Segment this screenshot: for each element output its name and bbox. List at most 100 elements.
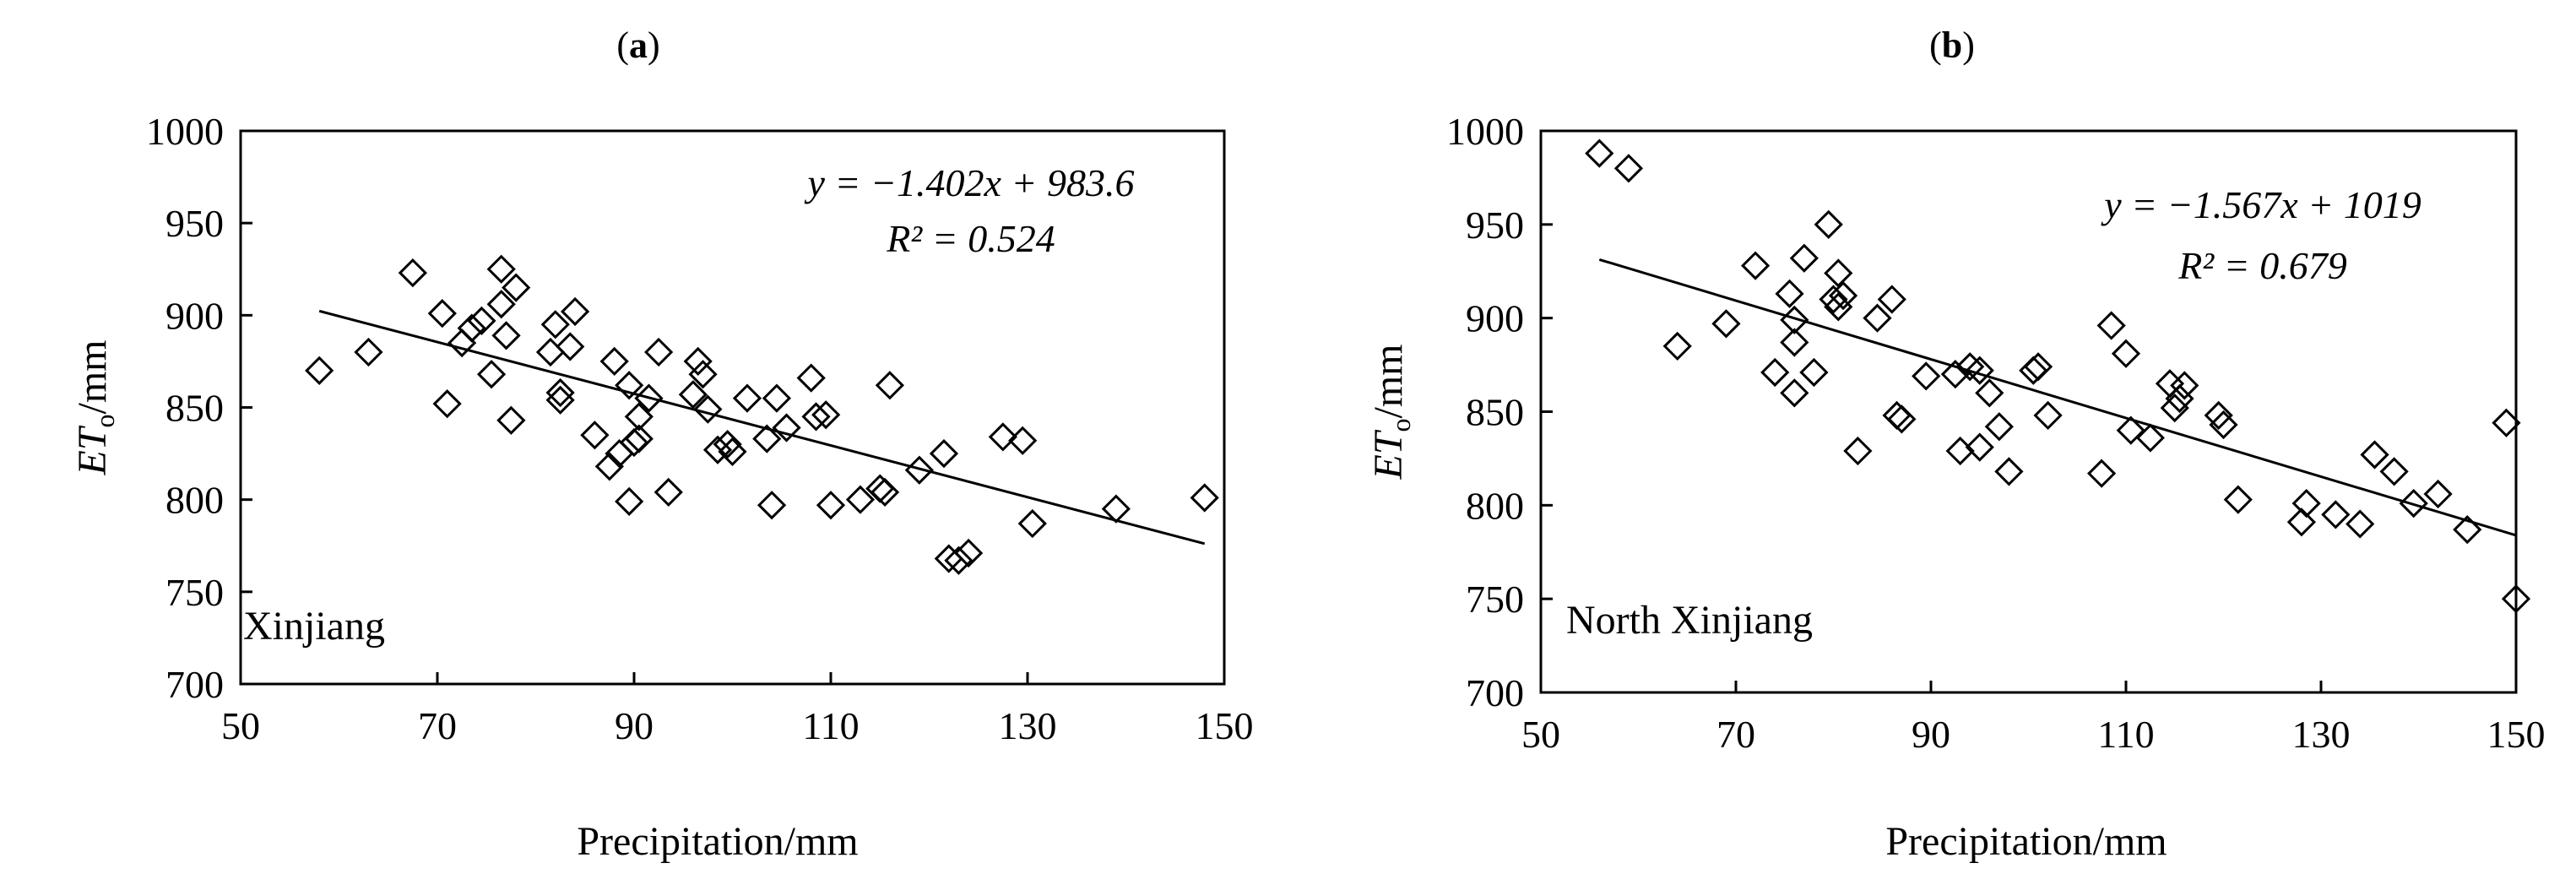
data-point <box>683 346 713 377</box>
data-point <box>2223 485 2253 514</box>
x-tick-label: 70 <box>1716 713 1755 756</box>
data-point <box>1863 303 1892 333</box>
data-point <box>678 380 708 410</box>
y-tick-label: 850 <box>1466 391 1524 434</box>
data-point <box>644 337 674 367</box>
data-point <box>624 424 653 453</box>
data-point <box>1882 400 1912 431</box>
y-tick-label: 1000 <box>146 110 224 153</box>
y-tick-label: 800 <box>1466 484 1524 527</box>
y-tick-label: 700 <box>1466 671 1524 714</box>
y-tick-label: 750 <box>165 571 224 614</box>
x-tick-label: 130 <box>999 704 1057 747</box>
data-point <box>615 486 644 516</box>
data-point <box>1877 285 1906 314</box>
data-point <box>1955 352 1985 382</box>
data-point <box>929 438 959 469</box>
data-point <box>2135 423 2166 453</box>
data-point <box>1824 258 1853 288</box>
x-tick-label: 90 <box>1912 713 1950 756</box>
x-tick-label: 110 <box>802 704 859 747</box>
data-point <box>944 546 973 575</box>
data-point <box>2321 500 2351 529</box>
data-point <box>1887 404 1917 434</box>
data-point <box>953 538 984 568</box>
data-point <box>811 400 841 430</box>
data-point <box>2346 509 2375 539</box>
data-point <box>634 383 664 413</box>
data-point <box>752 424 782 453</box>
data-point <box>1824 292 1853 322</box>
y-tick-label: 900 <box>165 294 224 337</box>
data-point <box>2204 400 2233 431</box>
data-point <box>1984 412 2014 442</box>
x-tick-label: 50 <box>221 704 260 747</box>
data-point <box>718 437 747 467</box>
data-point <box>713 430 742 459</box>
x-tick-label: 150 <box>1196 704 1254 747</box>
data-point <box>1819 285 1848 314</box>
data-point <box>904 455 934 485</box>
y-tick-label: 950 <box>1466 204 1524 247</box>
data-point <box>801 402 831 432</box>
data-point <box>2291 488 2321 518</box>
plot-frame <box>239 129 1226 686</box>
data-point <box>594 452 624 481</box>
data-point <box>653 477 683 508</box>
data-point <box>2111 339 2141 368</box>
data-point <box>816 491 846 520</box>
data-point <box>2360 440 2389 470</box>
data-point <box>556 332 585 361</box>
data-point <box>540 310 570 339</box>
data-point <box>457 313 486 343</box>
data-point <box>1965 432 1994 462</box>
data-point <box>545 385 575 415</box>
data-point <box>2170 371 2199 400</box>
data-point <box>1780 305 1809 335</box>
x-tick-label: 70 <box>418 704 457 747</box>
data-point <box>486 290 516 319</box>
data-point <box>1760 357 1790 388</box>
data-point <box>305 356 334 385</box>
panel-label: (a) <box>616 24 659 66</box>
data-point <box>1789 243 1819 273</box>
y-tick-label: 800 <box>165 479 224 522</box>
data-point <box>2116 415 2145 445</box>
data-point <box>875 371 905 400</box>
x-axis-title: Precipitation/mm <box>577 819 858 864</box>
data-point <box>476 360 507 389</box>
data-point <box>427 299 457 328</box>
r-squared-label: R² = 0.679 <box>2177 244 2346 287</box>
data-point <box>1814 209 1843 239</box>
data-point <box>1828 280 1858 311</box>
chart-panel-b: (b) 700 750 800 850 900 950 1000 50 70 90 110 130 150… <box>1366 24 2546 864</box>
data-point <box>2379 457 2409 486</box>
y-tick-label: 1000 <box>1446 110 1524 153</box>
regression-equation: y = −1.402x + 983.6 <box>805 161 1135 204</box>
y-tick-label: 850 <box>165 387 224 430</box>
data-point <box>1711 309 1741 339</box>
y-tick-label: 750 <box>1466 578 1524 621</box>
data-point <box>1775 279 1804 308</box>
data-point <box>1912 361 1941 391</box>
data-point <box>762 383 792 413</box>
data-point <box>354 337 383 367</box>
data-point <box>1017 508 1047 539</box>
data-point <box>2087 459 2117 488</box>
data-point <box>2492 408 2521 437</box>
data-point <box>2033 400 2063 431</box>
data-point <box>615 371 644 400</box>
data-point <box>432 389 462 419</box>
y-tick-label: 950 <box>165 202 224 245</box>
data-point <box>772 413 801 442</box>
data-point <box>624 402 653 432</box>
panel-label: (b) <box>1929 24 1975 66</box>
data-point <box>1613 154 1644 183</box>
y-tick-label: 900 <box>1466 297 1524 340</box>
data-point <box>757 491 787 520</box>
x-tick-label: 150 <box>2487 713 2546 756</box>
data-point <box>491 321 521 350</box>
y-axis-title: ETo/mm <box>70 339 120 475</box>
data-point <box>502 273 531 302</box>
